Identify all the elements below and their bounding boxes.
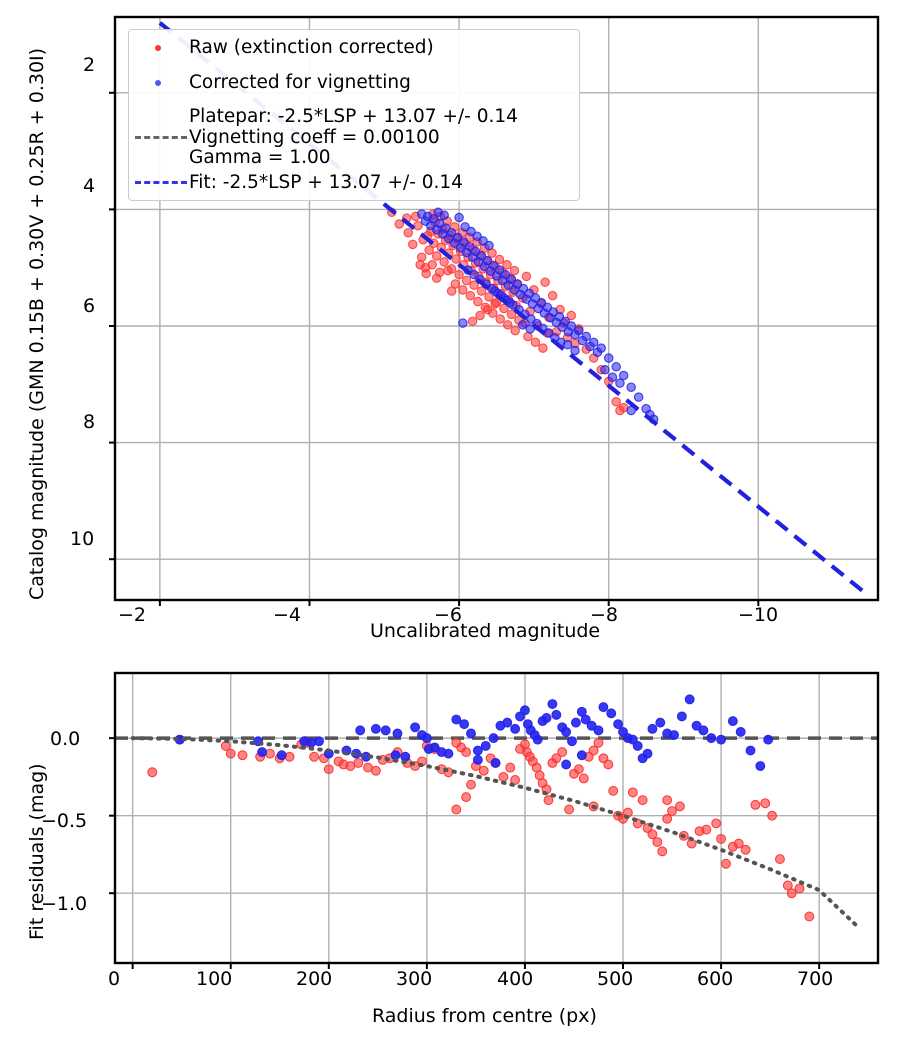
legend-item-platepar: Platepar: -2.5*LSP + 13.07 +/- 0.14 Vign… — [133, 102, 518, 174]
bottom-ytick-m10: −1.0 — [41, 893, 88, 915]
bottom-series-1 — [174, 694, 774, 771]
bottom-xtick-400: 400 — [497, 968, 534, 990]
top-ytick-8: 8 — [83, 411, 96, 433]
bottom-frame — [113, 671, 880, 965]
top-series-1 — [416, 207, 659, 425]
legend-dash-platepar — [133, 102, 189, 174]
residuals-plot-area — [109, 671, 880, 969]
calibration-panel: Catalog magnitude (GMN 0.15B + 0.30V + 0… — [26, 15, 880, 642]
legend-marker-raw — [133, 39, 189, 57]
bottom-xtick-500: 500 — [597, 968, 634, 990]
top-series-0 — [387, 207, 629, 416]
top-panel-xlabel: Uncalibrated magnitude — [370, 620, 601, 642]
bottom-ytick-0: 0.0 — [50, 728, 81, 750]
legend: Raw (extinction corrected) Corrected for… — [128, 29, 580, 201]
top-ytick-6: 6 — [83, 295, 96, 317]
vignetting-curve — [130, 736, 861, 930]
bottom-xtick-100: 100 — [196, 968, 233, 990]
top-gridlines — [115, 17, 878, 600]
bottom-series-0 — [147, 734, 815, 922]
bottom-xtick-200: 200 — [296, 968, 333, 990]
bottom-gridlines — [115, 673, 878, 963]
bottom-xtick-0: 0 — [108, 968, 121, 990]
legend-item-corrected: Corrected for vignetting — [133, 72, 411, 94]
top-ytick-4: 4 — [83, 175, 96, 197]
legend-item-fit: Fit: -2.5*LSP + 13.07 +/- 0.14 — [133, 172, 463, 194]
legend-dash-fit — [133, 174, 189, 192]
bottom-xtick-700: 700 — [797, 968, 834, 990]
top-xtick-m6: −6 — [434, 604, 463, 626]
bottom-xtick-300: 300 — [396, 968, 433, 990]
legend-label-fit: Fit: -2.5*LSP + 13.07 +/- 0.14 — [189, 172, 463, 193]
legend-marker-corrected — [133, 74, 189, 92]
top-ytick-2: 2 — [83, 54, 96, 76]
top-ytick-10: 10 — [70, 528, 95, 550]
bottom-xtick-600: 600 — [697, 968, 734, 990]
top-frame — [113, 15, 880, 602]
legend-label-corrected: Corrected for vignetting — [189, 72, 411, 93]
top-xtick-m2: −2 — [118, 604, 147, 626]
top-xtick-m4: −4 — [273, 604, 302, 626]
top-xtick-m8: −8 — [590, 604, 619, 626]
legend-label-platepar: Platepar: -2.5*LSP + 13.07 +/- 0.14 Vign… — [189, 105, 518, 169]
bottom-ytick-m05: −0.5 — [41, 810, 88, 832]
residuals-panel: Fit residuals (mag) Radius from centre (… — [0, 650, 900, 1050]
top-xtick-m10: −10 — [738, 604, 779, 626]
bottom-panel-xlabel: Radius from centre (px) — [372, 1005, 597, 1027]
legend-label-raw: Raw (extinction corrected) — [189, 37, 434, 58]
legend-item-raw: Raw (extinction corrected) — [133, 37, 434, 59]
